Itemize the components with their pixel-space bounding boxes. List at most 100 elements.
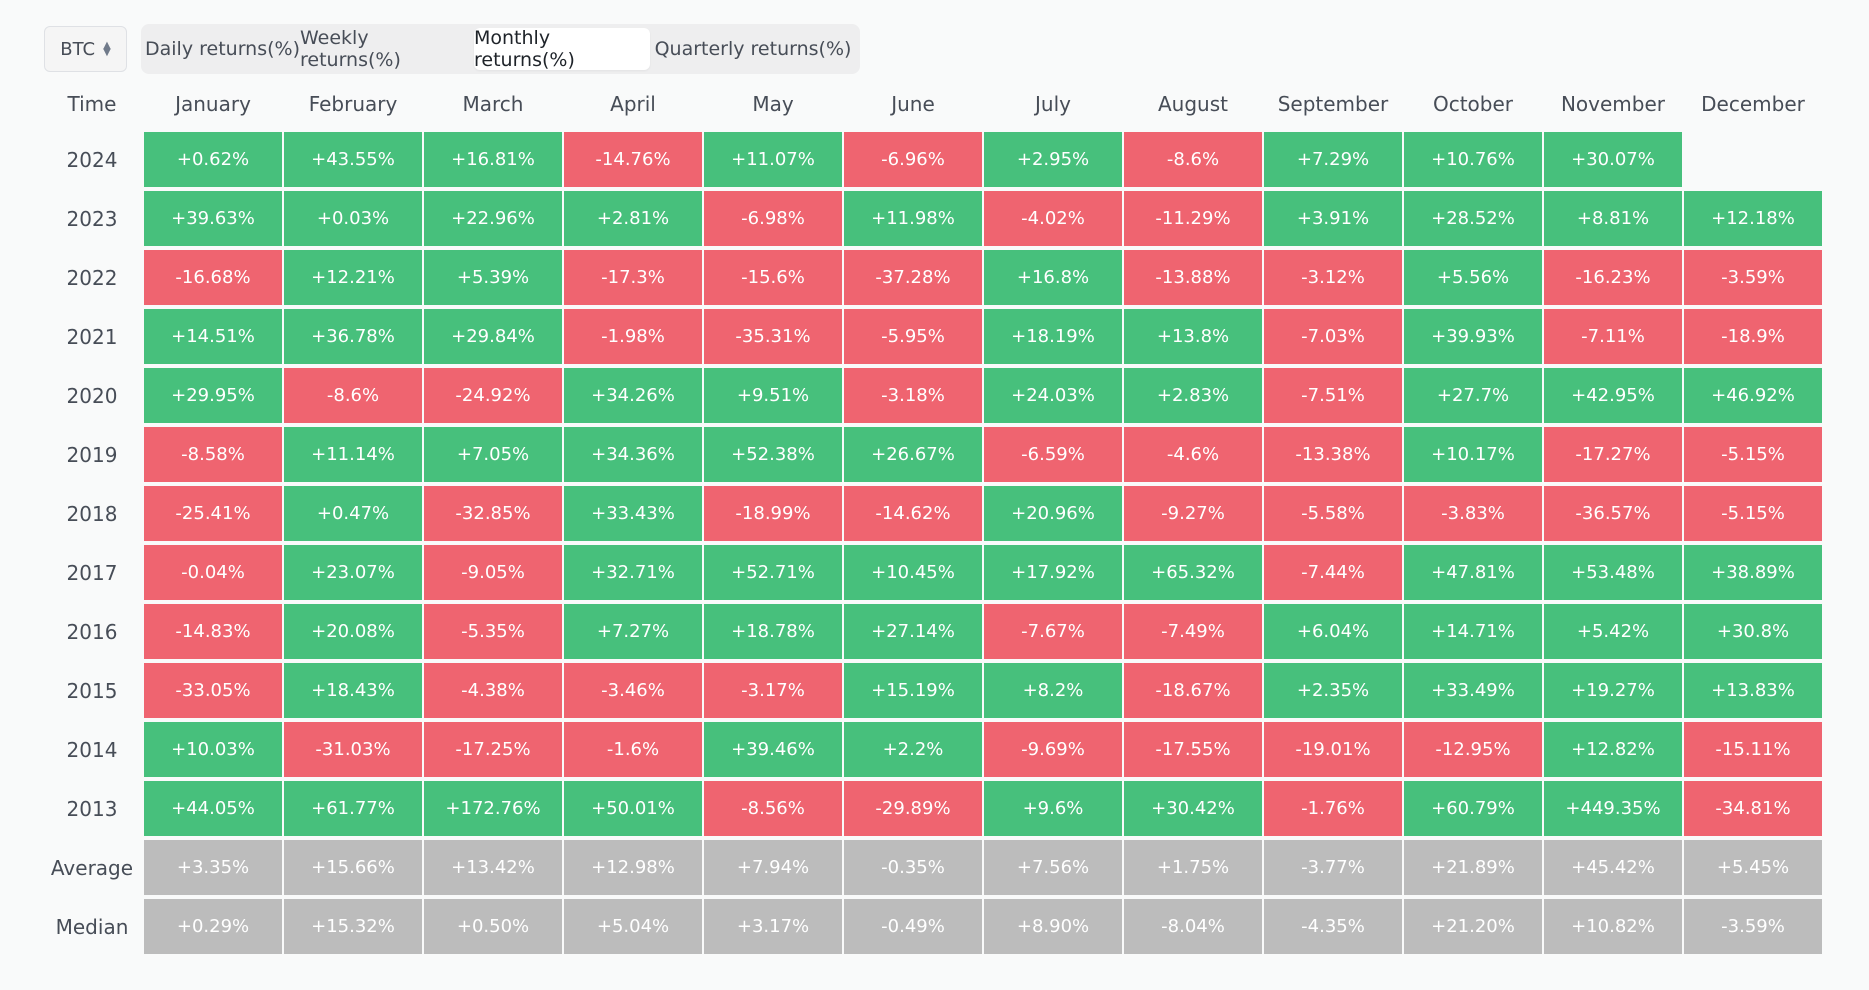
monthly-return-cell: +52.38% [704,427,842,482]
monthly-return-cell: -8.58% [144,427,282,482]
summary-return-cell: +13.42% [424,840,562,895]
year-row-label: 2018 [66,501,118,526]
monthly-return-cell: +33.49% [1404,663,1542,718]
monthly-return-cell: -6.59% [984,427,1122,482]
monthly-return-cell: +11.14% [284,427,422,482]
monthly-return-cell: +5.39% [424,250,562,305]
monthly-return-cell: +39.93% [1404,309,1542,364]
monthly-return-cell: +46.92% [1684,368,1822,423]
monthly-return-cell: +18.19% [984,309,1122,364]
monthly-return-cell: +23.07% [284,545,422,600]
year-row-label: 2020 [66,383,118,408]
monthly-return-cell: +5.56% [1404,250,1542,305]
tab-monthly-returns[interactable]: Monthly returns(%) [474,27,650,71]
year-row-label: 2014 [66,737,118,762]
monthly-return-cell: -37.28% [844,250,982,305]
monthly-return-cell: -8.56% [704,781,842,836]
monthly-return-cell: +16.81% [424,132,562,187]
monthly-return-cell: -8.6% [284,368,422,423]
monthly-return-cell: -36.57% [1544,486,1682,541]
monthly-return-cell: -17.27% [1544,427,1682,482]
monthly-return-cell: -7.67% [984,604,1122,659]
monthly-return-cell: +33.43% [564,486,702,541]
summary-row-label: Median [55,914,129,939]
monthly-return-cell: -29.89% [844,781,982,836]
summary-return-cell: +5.04% [564,899,702,954]
monthly-return-cell: +53.48% [1544,545,1682,600]
monthly-return-cell: -1.76% [1264,781,1402,836]
monthly-return-cell: +60.79% [1404,781,1542,836]
monthly-return-cell: -7.49% [1124,604,1262,659]
monthly-return-cell: -18.9% [1684,309,1822,364]
monthly-return-cell: +14.51% [144,309,282,364]
monthly-return-cell: +12.82% [1544,722,1682,777]
monthly-return-cell: +28.52% [1404,191,1542,246]
tab-weekly-returns[interactable]: Weekly returns(%) [300,27,401,71]
month-column-header: November [1560,92,1666,116]
monthly-return-cell: +0.03% [284,191,422,246]
tab-daily-returns[interactable]: Daily returns(%) [145,38,300,60]
monthly-return-cell: +13.8% [1124,309,1262,364]
monthly-return-cell: -3.59% [1684,250,1822,305]
monthly-return-cell: -17.3% [564,250,702,305]
monthly-return-cell: -18.67% [1124,663,1262,718]
summary-return-cell: -8.04% [1124,899,1262,954]
tab-quarterly-returns[interactable]: Quarterly returns(%) [654,38,852,60]
monthly-return-cell: +9.6% [984,781,1122,836]
monthly-return-cell: +2.83% [1124,368,1262,423]
asset-select-value: BTC [60,38,96,60]
summary-return-cell: +3.35% [144,840,282,895]
monthly-return-cell: -14.62% [844,486,982,541]
monthly-return-cell: +18.78% [704,604,842,659]
monthly-return-cell: +10.03% [144,722,282,777]
monthly-return-cell: -34.81% [1684,781,1822,836]
monthly-return-cell: +20.08% [284,604,422,659]
monthly-return-cell: -16.23% [1544,250,1682,305]
year-row-label: 2017 [66,560,118,585]
month-column-header: August [1158,92,1228,116]
monthly-return-cell: +11.07% [704,132,842,187]
month-column-header: December [1701,92,1805,116]
monthly-return-cell: +17.92% [984,545,1122,600]
month-column-header: July [1035,92,1071,116]
month-column-header: May [752,92,794,116]
monthly-return-cell: +449.35% [1544,781,1682,836]
monthly-return-cell: +27.14% [844,604,982,659]
monthly-return-cell: -5.95% [844,309,982,364]
monthly-return-cell: +30.07% [1544,132,1682,187]
monthly-return-cell: -5.58% [1264,486,1402,541]
summary-return-cell: +21.20% [1404,899,1542,954]
monthly-return-cell: +34.26% [564,368,702,423]
summary-return-cell: -0.49% [844,899,982,954]
year-row-label: 2024 [66,147,118,172]
summary-return-cell: +12.98% [564,840,702,895]
monthly-return-cell: -18.99% [704,486,842,541]
monthly-return-cell: -35.31% [704,309,842,364]
month-column-header: February [308,92,398,116]
monthly-return-cell: -0.04% [144,545,282,600]
monthly-return-cell: +7.27% [564,604,702,659]
monthly-return-cell: -14.76% [564,132,702,187]
monthly-return-cell: -15.6% [704,250,842,305]
monthly-return-cell: +2.81% [564,191,702,246]
monthly-return-cell: -17.55% [1124,722,1262,777]
monthly-return-cell: -13.88% [1124,250,1262,305]
chevron-up-down-icon: ▲ ▼ [103,40,111,58]
monthly-return-cell: -3.83% [1404,486,1542,541]
summary-return-cell: +21.89% [1404,840,1542,895]
asset-select[interactable]: BTC ▲ ▼ [44,26,127,72]
monthly-return-cell: +47.81% [1404,545,1542,600]
monthly-return-cell: -7.51% [1264,368,1402,423]
monthly-return-cell: +12.21% [284,250,422,305]
monthly-return-cell: +2.35% [1264,663,1402,718]
monthly-return-cell: -3.46% [564,663,702,718]
summary-return-cell: +8.90% [984,899,1122,954]
monthly-return-cell: +61.77% [284,781,422,836]
monthly-return-cell: -25.41% [144,486,282,541]
monthly-return-cell: +65.32% [1124,545,1262,600]
year-row-label: 2015 [66,678,118,703]
monthly-return-cell: +26.67% [844,427,982,482]
monthly-return-cell: -4.6% [1124,427,1262,482]
time-column-header: Time [67,92,117,116]
monthly-return-cell: +20.96% [984,486,1122,541]
